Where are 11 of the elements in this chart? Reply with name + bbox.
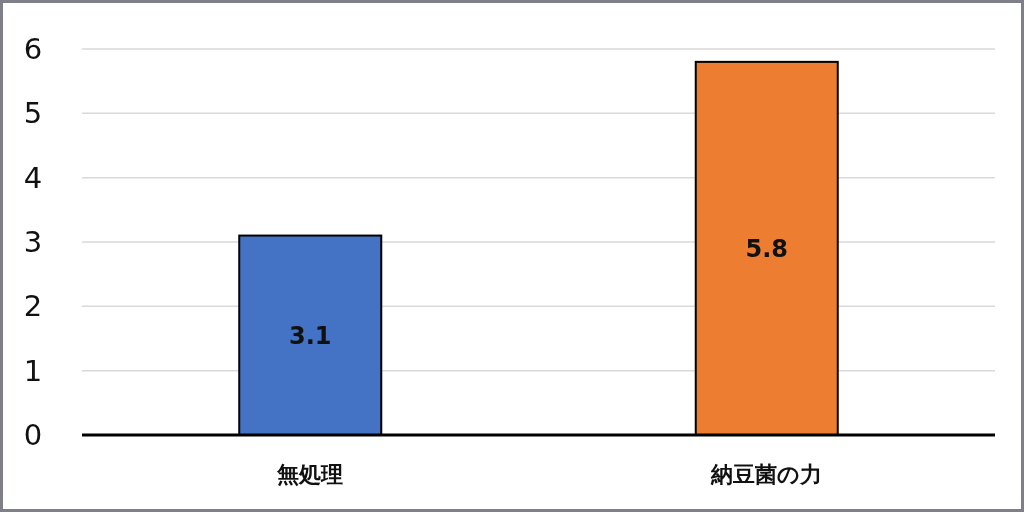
x-tick-label: 納豆菌の力 <box>710 462 823 487</box>
y-tick-label: 4 <box>23 160 43 195</box>
x-tick-label: 無処理 <box>276 462 344 487</box>
y-tick-label: 0 <box>23 418 43 452</box>
y-tick-label: 1 <box>23 353 43 388</box>
y-tick-label: 2 <box>23 289 43 324</box>
y-tick-label: 6 <box>23 32 43 66</box>
data-label: 5.8 <box>745 235 789 264</box>
y-tick-label: 3 <box>23 225 43 259</box>
data-label: 3.1 <box>288 322 332 351</box>
y-tick-label: 5 <box>23 96 43 131</box>
